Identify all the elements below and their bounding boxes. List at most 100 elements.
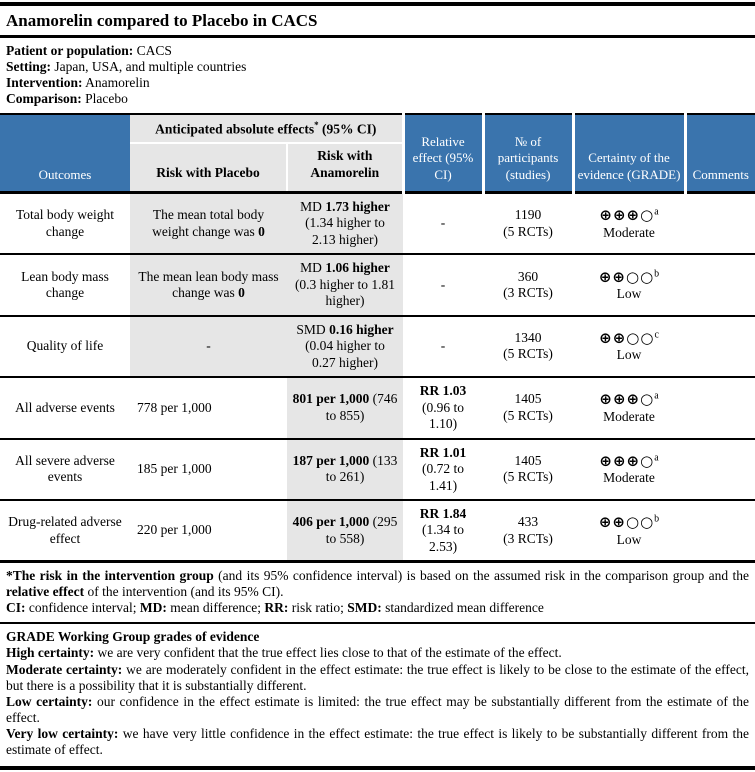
info-intervention: Intervention: Anamorelin — [6, 75, 749, 91]
relative-effect-cell: - — [403, 314, 484, 378]
abbr-def: confidence interval; — [25, 600, 140, 616]
bottom-rule — [0, 765, 755, 770]
risk-placebo-cell: - — [130, 314, 287, 378]
risk-placebo-cell: 778 per 1,000 — [130, 376, 287, 439]
participants-count: 1405 — [514, 391, 542, 407]
grade-circles-icon: ⊕⊕⊕○ — [599, 390, 655, 409]
outcome-cell: All severe adverse events — [0, 437, 130, 500]
info-patient-population: Patient or population: CACS — [6, 43, 749, 59]
relative-value: RR 1.03 — [419, 383, 467, 399]
column-header-participants: № of participants (studies) — [481, 113, 574, 193]
certainty-label: Moderate — [603, 470, 655, 486]
effect-value: 187 per 1,000 — [292, 452, 370, 468]
grade-symbols: ⊕⊕⊕○a — [578, 452, 680, 470]
effect-ci: (746 to 855) — [325, 391, 398, 423]
effect-ci: (1.34 higher to 2.13 higher) — [305, 215, 385, 247]
footnotes: *The risk in the intervention group (and… — [0, 563, 755, 625]
info-value: Anamorelin — [82, 74, 150, 90]
relative-value: RR 1.84 — [419, 505, 467, 521]
column-header-relative-effect: Relative effect (95% CI) — [401, 113, 484, 193]
grade-footnote-marker: a — [654, 206, 659, 218]
relative-effect-cell: RR 1.84 (1.34 to 2.53) — [403, 498, 484, 562]
effect-ci: (133 to 261) — [325, 452, 398, 485]
relative-dash: - — [440, 215, 446, 231]
abbr-def: mean difference; — [166, 600, 265, 616]
info-label: Intervention: — [6, 74, 83, 90]
abbr-term: SMD: — [347, 600, 382, 616]
risk-anamorelin-cell: 801 per 1,000 (746 to 855) — [287, 376, 404, 439]
effect-prefix: SMD — [296, 321, 330, 337]
column-header-absolute-effects: Anticipated absolute effects* (95% CI) — [130, 113, 404, 145]
effect-ci: (0.3 higher to 1.81 higher) — [294, 276, 396, 309]
grade-symbols: ⊕⊕⊕○a — [578, 206, 680, 224]
abbr-term: RR: — [264, 600, 289, 616]
grade-item-term: High certainty: — [6, 645, 95, 661]
grade-footnote-marker: b — [654, 268, 660, 280]
participants-studies: (5 RCTs) — [503, 407, 553, 423]
participants-cell: 1340 (5 RCTs) — [483, 314, 574, 378]
info-value: CACS — [133, 43, 172, 58]
grade-item-term: Moderate certainty: — [6, 661, 123, 677]
effect-ci: (0.04 higher to 0.27 higher) — [305, 338, 385, 370]
column-header-certainty: Certainty of the evidence (GRADE) — [571, 113, 686, 193]
info-value: Placebo — [81, 90, 128, 106]
risk-anamorelin-cell: SMD 0.16 higher (0.04 higher to 0.27 hig… — [287, 314, 404, 378]
relative-value: RR 1.01 — [419, 444, 467, 460]
placebo-text: - — [206, 338, 211, 354]
grade-item-text: our confidence in the effect estimate is… — [6, 693, 749, 726]
placebo-text: The mean total body weight change was — [152, 207, 265, 239]
abbreviations-line: CI: confidence interval; MD: mean differ… — [6, 600, 749, 616]
relative-ci: (0.96 to 1.10) — [422, 399, 465, 432]
table-row: Drug-related adverse effect 220 per 1,00… — [0, 498, 755, 562]
relative-dash: - — [440, 338, 446, 354]
effect-value: 406 per 1,000 — [292, 514, 370, 530]
comments-cell — [685, 314, 755, 378]
certainty-cell: ⊕⊕⊕○a Moderate — [573, 376, 686, 439]
absolute-effects-ci: (95% CI) — [318, 121, 377, 137]
grade-item-moderate: Moderate certainty: we are moderately co… — [6, 662, 749, 694]
certainty-cell: ⊕⊕⊕○a Moderate — [573, 190, 686, 255]
grade-footnote-marker: c — [654, 329, 659, 341]
certainty-label: Low — [616, 347, 642, 363]
footnote-bold: *The risk in the intervention group — [6, 568, 214, 584]
effect-prefix: MD — [300, 260, 326, 276]
header-row-main: Outcomes Anticipated absolute effects* (… — [0, 113, 755, 193]
outcome-cell: Lean body mass change — [0, 253, 130, 316]
placebo-text: 220 per 1,000 — [137, 522, 212, 538]
certainty-label: Low — [616, 286, 642, 302]
relative-effect-cell: RR 1.01 (0.72 to 1.41) — [403, 437, 484, 500]
effect-ci: (295 to 558) — [325, 514, 398, 546]
effect-value: 0.16 higher — [329, 321, 394, 337]
relative-dash: - — [440, 276, 446, 292]
certainty-label: Moderate — [603, 408, 655, 424]
risk-anamorelin-cell: 406 per 1,000 (295 to 558) — [287, 498, 404, 562]
grade-item-high: High certainty: we are very confident th… — [6, 645, 749, 661]
certainty-cell: ⊕⊕○○b Low — [573, 253, 686, 316]
grade-footnote-marker: a — [654, 390, 659, 402]
effect-prefix: MD — [300, 198, 326, 214]
table-row: Lean body mass change The mean lean body… — [0, 253, 755, 316]
grade-circles-icon: ⊕⊕○○ — [598, 513, 655, 532]
risk-placebo-cell: The mean lean body mass change was 0 — [130, 253, 287, 316]
participants-studies: (3 RCTs) — [503, 530, 553, 546]
relative-ci: (0.72 to 1.41) — [422, 461, 465, 493]
relative-effect-cell: - — [403, 190, 484, 255]
comments-cell — [685, 376, 755, 439]
participants-cell: 1405 (5 RCTs) — [483, 376, 574, 439]
risk-placebo-cell: 185 per 1,000 — [130, 437, 287, 500]
column-header-outcomes: Outcomes — [0, 113, 130, 193]
relative-effect-cell: - — [403, 253, 484, 316]
grade-symbols: ⊕⊕○○c — [578, 329, 680, 347]
participants-cell: 1405 (5 RCTs) — [483, 437, 574, 500]
header-row-sub: Risk with Placebo Risk with Anamorelin — [0, 143, 755, 193]
grade-item-term: Very low certainty: — [6, 726, 119, 742]
certainty-cell: ⊕⊕○○b Low — [573, 498, 686, 562]
grade-item-low: Low certainty: our confidence in the eff… — [6, 694, 749, 726]
grade-item-very-low: Very low certainty: we have very little … — [6, 726, 749, 758]
grade-symbols: ⊕⊕⊕○a — [578, 390, 680, 408]
risk-placebo-cell: 220 per 1,000 — [130, 498, 287, 562]
grade-footnote-marker: a — [654, 452, 659, 464]
relative-ci: (1.34 to 2.53) — [422, 522, 465, 554]
effect-value: 1.73 higher — [325, 198, 390, 214]
grade-circles-icon: ⊕⊕○○ — [599, 328, 655, 347]
